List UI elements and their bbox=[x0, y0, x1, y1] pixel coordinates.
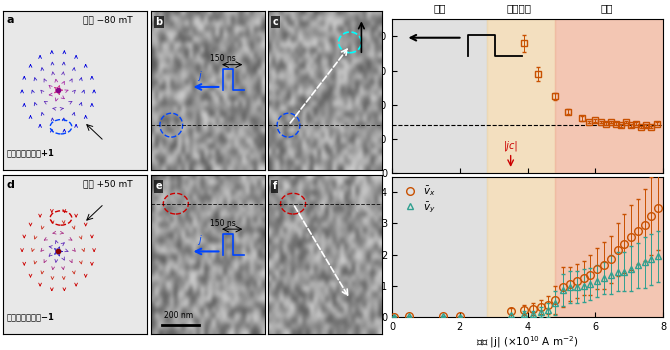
Y-axis label: ホール角 (°): ホール角 (°) bbox=[362, 77, 372, 116]
Bar bbox=[487, 177, 555, 317]
Text: j: j bbox=[198, 71, 202, 81]
Text: 磁場 −80 mT: 磁場 −80 mT bbox=[82, 15, 132, 24]
Text: f: f bbox=[273, 181, 277, 191]
Text: e: e bbox=[155, 181, 162, 191]
Bar bbox=[392, 19, 487, 173]
Text: トポロジカル数−1: トポロジカル数−1 bbox=[6, 313, 54, 322]
Text: h: h bbox=[351, 181, 360, 194]
Text: 150 ns: 150 ns bbox=[210, 55, 236, 63]
Text: |jc|: |jc| bbox=[503, 140, 518, 151]
Text: トポロジカル数+1: トポロジカル数+1 bbox=[6, 148, 54, 157]
Text: 150 ns: 150 ns bbox=[210, 219, 236, 228]
Bar bbox=[487, 19, 555, 173]
Legend: $\bar{v}_x$, $\bar{v}_y$: $\bar{v}_x$, $\bar{v}_y$ bbox=[397, 182, 438, 217]
Text: j: j bbox=[198, 236, 202, 245]
Text: b: b bbox=[155, 17, 162, 27]
Text: c: c bbox=[273, 17, 278, 27]
Text: 流動: 流動 bbox=[600, 3, 612, 13]
Text: 200 nm: 200 nm bbox=[164, 312, 194, 320]
Text: d: d bbox=[6, 180, 14, 190]
Text: クリープ: クリープ bbox=[507, 3, 532, 13]
Text: 静止: 静止 bbox=[433, 3, 446, 13]
Y-axis label: 速度 $\bar{v}_x$, $\bar{v}_y$ (m s$^{-1}$): 速度 $\bar{v}_x$, $\bar{v}_y$ (m s$^{-1}$) bbox=[362, 207, 378, 287]
Bar bbox=[555, 177, 663, 317]
Text: g: g bbox=[351, 24, 360, 37]
Text: a: a bbox=[6, 15, 13, 25]
Bar bbox=[392, 177, 487, 317]
X-axis label: 電流 |j| (×10$^{10}$ A m$^{-2}$): 電流 |j| (×10$^{10}$ A m$^{-2}$) bbox=[476, 334, 579, 350]
Bar bbox=[555, 19, 663, 173]
Text: 磁場 +50 mT: 磁場 +50 mT bbox=[82, 180, 132, 189]
